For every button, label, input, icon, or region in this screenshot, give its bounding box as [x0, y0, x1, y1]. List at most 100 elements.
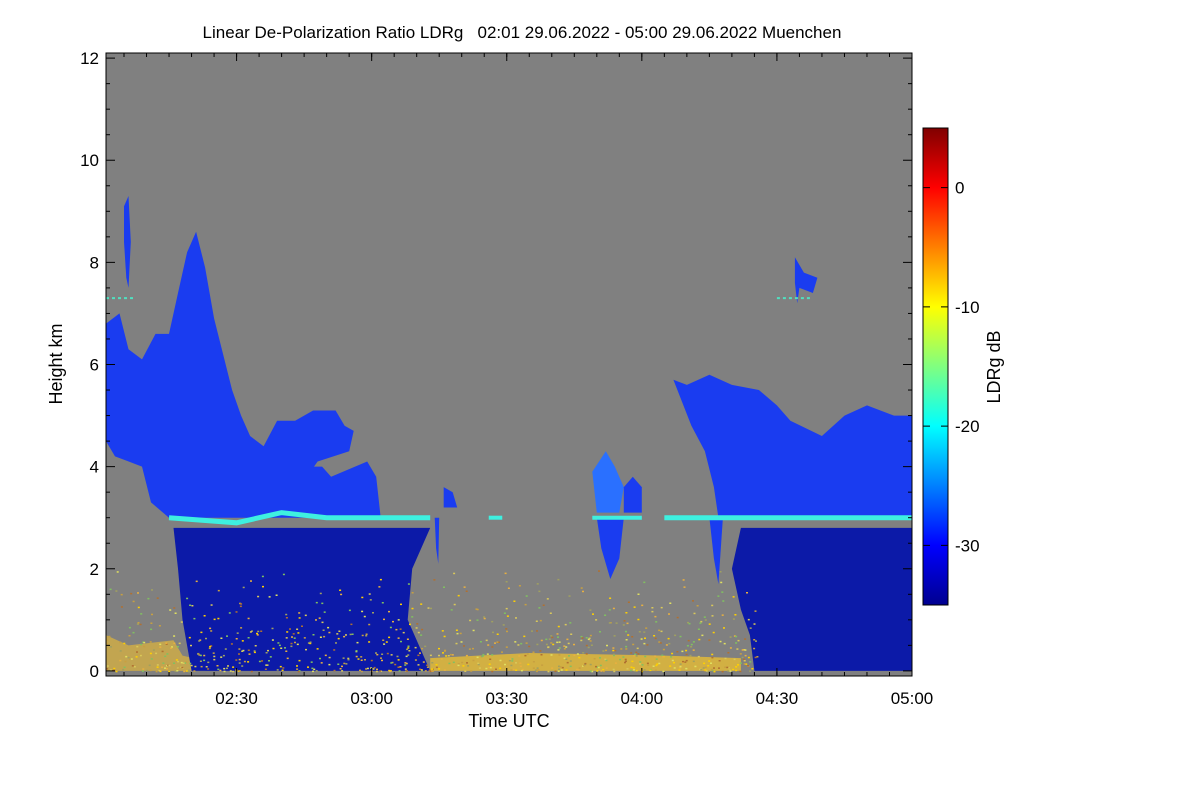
aerosol-speckle	[256, 634, 259, 636]
aerosol-speckle	[489, 666, 492, 669]
aerosol-speckle	[741, 649, 744, 651]
aerosol-speckle	[238, 670, 241, 672]
aerosol-speckle	[608, 622, 611, 624]
aerosol-speckle	[319, 592, 322, 595]
aerosol-speckle	[502, 624, 505, 626]
x-axis-label: Time UTC	[468, 711, 549, 731]
aerosol-speckle	[455, 642, 458, 645]
aerosol-speckle	[485, 639, 488, 642]
aerosol-speckle	[511, 660, 514, 662]
aerosol-speckle	[123, 666, 126, 669]
aerosol-speckle	[241, 650, 244, 652]
aerosol-speckle	[213, 618, 216, 621]
aerosol-speckle	[120, 606, 123, 608]
aerosol-speckle	[213, 658, 216, 661]
aerosol-speckle	[563, 657, 566, 660]
aerosol-speckle	[390, 654, 393, 656]
cirrus-cloud-right	[673, 374, 912, 518]
aerosol-speckle	[187, 670, 190, 673]
aerosol-speckle	[595, 665, 597, 668]
aerosol-speckle	[120, 593, 123, 596]
aerosol-speckle	[250, 580, 252, 582]
aerosol-speckles	[106, 570, 759, 673]
aerosol-speckle	[641, 604, 644, 607]
aerosol-speckle	[438, 654, 440, 657]
aerosol-speckle	[582, 590, 584, 593]
axes: 02:30 03:00 03:30 04:00 04:30 05:00 0 2 4 6 8 10 12	[80, 49, 933, 708]
aerosol-speckle	[198, 654, 201, 656]
aerosol-speckle	[416, 623, 419, 625]
aerosol-speckle	[428, 669, 431, 672]
aerosol-speckle	[671, 652, 674, 655]
aerosol-speckle	[656, 663, 659, 665]
aerosol-speckle	[400, 640, 402, 643]
aerosol-speckle	[580, 639, 583, 642]
aerosol-speckle	[541, 664, 544, 666]
aerosol-speckle	[556, 633, 559, 635]
aerosol-speckle	[612, 647, 615, 649]
aerosol-speckle	[411, 607, 414, 610]
aerosol-speckle	[696, 605, 699, 607]
aerosol-speckle	[466, 662, 468, 664]
aerosol-speckle	[550, 654, 553, 656]
aerosol-speckle	[557, 670, 560, 672]
aerosol-speckle	[200, 631, 203, 634]
aerosol-speckle	[504, 572, 507, 575]
aerosol-speckle	[525, 642, 528, 644]
aerosol-speckle	[733, 635, 736, 637]
aerosol-speckle	[470, 670, 473, 672]
aerosol-speckle	[744, 654, 747, 657]
aerosol-speckle	[651, 610, 654, 613]
aerosol-speckle	[185, 661, 188, 663]
aerosol-speckle	[624, 658, 627, 661]
aerosol-speckle	[578, 667, 581, 669]
aerosol-speckle	[749, 627, 752, 629]
aerosol-speckle	[728, 669, 731, 671]
aerosol-speckle	[239, 605, 242, 608]
aerosol-speckle	[115, 670, 118, 673]
aerosol-speckle	[296, 665, 298, 667]
aerosol-speckle	[264, 668, 267, 670]
aerosol-speckle	[506, 615, 509, 617]
aerosol-speckle	[379, 578, 382, 581]
aerosol-speckle	[355, 655, 358, 658]
aerosol-speckle	[527, 663, 530, 666]
aerosol-speckle	[337, 637, 340, 640]
aerosol-speckle	[414, 646, 417, 649]
aerosol-speckle	[435, 666, 438, 669]
aerosol-speckle	[569, 665, 572, 668]
aerosol-speckle	[133, 666, 136, 668]
aerosol-speckle	[515, 669, 518, 671]
aerosol-speckle	[602, 670, 605, 673]
aerosol-speckle	[382, 639, 385, 641]
aerosol-speckle	[538, 590, 541, 593]
aerosol-speckle	[580, 587, 583, 589]
aerosol-speckle	[420, 634, 423, 636]
aerosol-speckle	[209, 645, 212, 648]
aerosol-speckle	[743, 663, 746, 665]
aerosol-speckle	[573, 643, 575, 646]
aerosol-speckle	[692, 649, 695, 651]
aerosol-speckle	[487, 644, 490, 646]
aerosol-speckle	[560, 669, 563, 671]
aerosol-speckle	[630, 669, 633, 672]
aerosol-speckle	[433, 579, 436, 581]
aerosol-speckle	[487, 666, 490, 669]
aerosol-speckle	[383, 643, 386, 645]
aerosol-speckle	[710, 668, 713, 671]
aerosol-speckle	[357, 658, 360, 660]
aerosol-speckle	[167, 664, 170, 667]
aerosol-speckle	[702, 667, 705, 669]
aerosol-speckle	[375, 652, 377, 654]
aerosol-speckle	[452, 661, 455, 664]
aerosol-speckle	[625, 630, 627, 633]
aerosol-speckle	[137, 622, 140, 624]
aerosol-speckle	[711, 615, 714, 617]
aerosol-speckle	[518, 585, 521, 587]
aerosol-speckle	[106, 639, 109, 641]
aerosol-speckle	[132, 600, 135, 603]
aerosol-speckle	[365, 668, 368, 670]
aerosol-speckle	[524, 654, 527, 657]
aerosol-speckle	[420, 603, 423, 605]
aerosol-speckle	[190, 664, 193, 667]
